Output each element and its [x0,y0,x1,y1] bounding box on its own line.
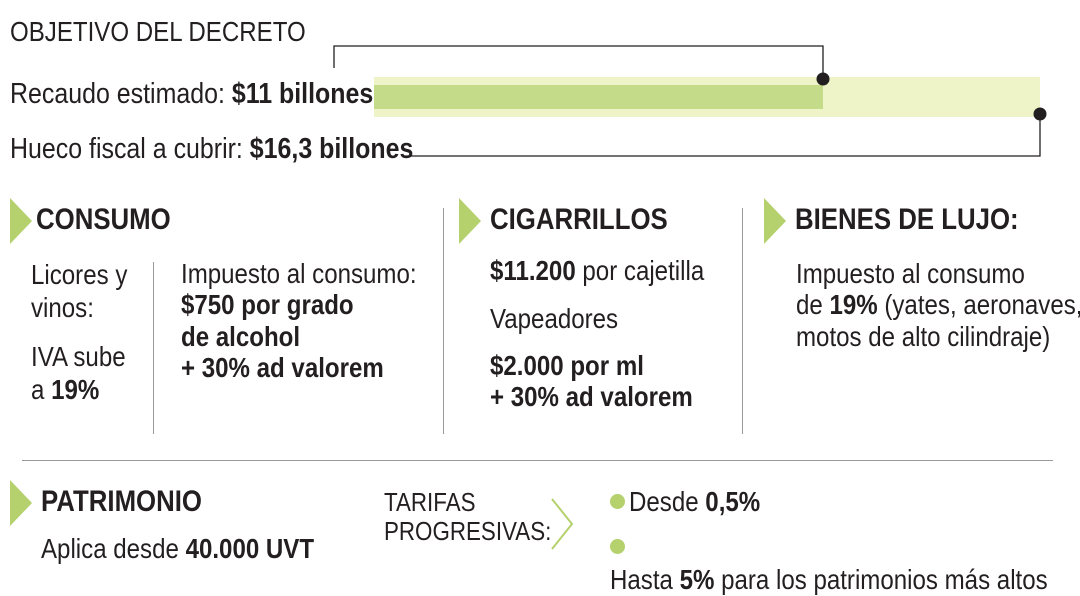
fiscal-bars [333,45,1047,157]
consumo-impuesto: Impuesto al consumo: $750 por grado de a… [181,258,417,384]
consumo-divider [153,262,154,434]
patrimonio-heading: PATRIMONIO [41,485,203,518]
hueco-row: Hueco fiscal a cubrir: $16,3 billones [10,133,479,166]
cigarrillos-precio-value: $11.200 [490,255,576,286]
cigarrillos-heading: CIGARRILLOS [490,203,668,236]
section-divider [22,460,1053,461]
vapeadores-label: Vapeadores [490,303,619,334]
tarifa-desde: Desde 0,5% [610,485,782,518]
lujo-heading: BIENES DE LUJO: [795,203,1019,236]
iva-value: 19% [51,374,100,406]
column-divider-1 [443,208,444,434]
recaudo-row: Recaudo estimado: $11 billones [10,78,432,111]
tarifa-hasta-value: 5% [679,564,715,596]
bullet-dot-icon [610,494,625,510]
licores-label: Licores y vinos: [31,259,128,324]
chevron-right-icon [551,498,574,550]
recaudo-bar [374,85,823,109]
hueco-label: Hueco fiscal a cubrir: [10,133,250,165]
hueco-marker [1033,107,1047,121]
consumo-arrow-icon [10,198,32,244]
iva-text: IVA sube a 19% [31,341,126,406]
cigarrillos-precio: $11.200 por cajetilla [490,255,705,286]
cigarrillos-arrow-icon [459,198,481,244]
patrimonio-arrow-icon [10,480,32,526]
tarifa-desde-value: 0,5% [705,486,761,517]
recaudo-connector [333,45,824,78]
lujo-arrow-icon [764,198,786,244]
recaudo-marker [816,72,830,86]
recaudo-label: Recaudo estimado: [10,78,232,110]
infographic-title: OBJETIVO DEL DECRETO [10,16,306,47]
lujo-value: 19% [829,289,878,321]
vapeadores-value: $2.000 por ml + 30% ad valorem [490,350,693,413]
patrimonio-uvt: 40.000 UVT [185,533,315,564]
recaudo-value: $11 billones [231,78,374,110]
hueco-connector [404,115,1041,157]
tarifa-hasta: Hasta 5% para los patrimonios más altos [610,530,1080,596]
hueco-value: $16,3 billones [249,133,414,165]
consumo-heading: CONSUMO [36,203,171,236]
column-divider-2 [742,208,743,434]
lujo-impuesto: Impuesto al consumo de 19% (yates, aeron… [796,258,1080,352]
bullet-dot-icon [610,539,625,555]
patrimonio-aplica: Aplica desde 40.000 UVT [41,533,315,564]
tarifas-label: TARIFAS PROGRESIVAS: [384,487,552,547]
